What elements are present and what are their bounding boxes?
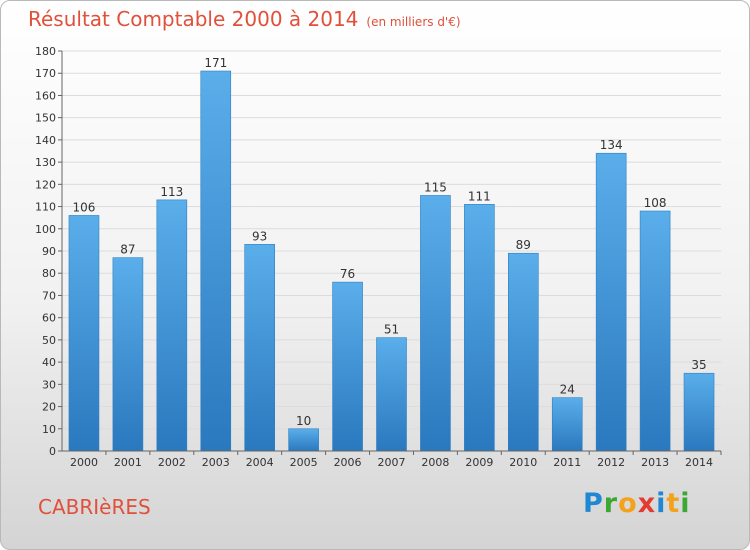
- data-label: 171: [204, 56, 227, 70]
- x-tick-label: 2003: [202, 456, 230, 469]
- y-tick-label: 20: [42, 401, 56, 414]
- x-tick-label: 2008: [421, 456, 449, 469]
- x-tick-label: 2007: [378, 456, 406, 469]
- data-label: 87: [120, 243, 135, 257]
- x-tick-label: 2002: [158, 456, 186, 469]
- commune-name: CABRIèRES: [38, 495, 151, 519]
- bar-2005: [288, 428, 319, 452]
- bar-2012: [595, 152, 627, 452]
- bar-2000: [68, 215, 100, 452]
- y-tick-label: 90: [42, 245, 56, 258]
- data-label: 113: [160, 185, 183, 199]
- logo-letter: P: [583, 488, 604, 519]
- chart-subtitle: (en milliers d'€): [366, 15, 461, 29]
- y-axis: 0 10 20 30 40 50 60 70 80 90 100 110 120 130 140 150 160…: [35, 45, 63, 458]
- proxiti-logo: Proxiti: [583, 488, 691, 519]
- bar-2009: [464, 204, 495, 452]
- logo-letter: x: [637, 488, 657, 519]
- title-text: Résultat Comptable 2000 à 2014: [28, 7, 359, 31]
- bar-2013: [639, 210, 671, 452]
- data-label: 134: [600, 138, 623, 152]
- data-label: 76: [340, 267, 355, 281]
- data-label: 51: [384, 323, 399, 337]
- chart-title: Résultat Comptable 2000 à 2014 (en millie…: [28, 7, 461, 31]
- x-tick-label: 2013: [641, 456, 669, 469]
- bar-2002: [156, 199, 188, 452]
- x-tick-label: 2004: [246, 456, 274, 469]
- x-tick-label: 2001: [114, 456, 142, 469]
- data-label: 106: [73, 200, 96, 214]
- y-tick-label: 160: [35, 89, 56, 102]
- bar-2008: [420, 195, 451, 452]
- data-label: 115: [424, 180, 447, 194]
- y-tick-label: 130: [35, 156, 56, 169]
- logo-letter: i: [656, 488, 667, 519]
- bar-2010: [507, 252, 539, 452]
- x-tick-label: 2011: [553, 456, 581, 469]
- y-tick-label: 40: [42, 356, 56, 369]
- data-label: 35: [691, 358, 706, 372]
- x-tick-label: 2009: [465, 456, 493, 469]
- y-tick-label: 170: [35, 67, 56, 80]
- y-tick-label: 100: [35, 223, 56, 236]
- y-tick-label: 60: [42, 312, 56, 325]
- y-tick-label: 140: [35, 134, 56, 147]
- bar-2006: [332, 281, 363, 452]
- x-axis: 2000 2001 2002 2003 2004 2005 2006 2007 2008 2009…: [62, 450, 722, 469]
- bar-2004: [244, 244, 275, 452]
- y-tick-label: 120: [35, 178, 56, 191]
- data-label: 108: [644, 196, 667, 210]
- y-tick-label: 0: [49, 445, 56, 458]
- bar-2014: [683, 372, 715, 452]
- x-tick-label: 2005: [290, 456, 318, 469]
- bars: 106 87 113 171 93 10 76 51 115 111 89 24 134 108 35: [68, 56, 715, 452]
- y-tick-label: 30: [42, 378, 56, 391]
- y-tick-label: 80: [42, 267, 56, 280]
- x-tick-label: 2006: [334, 456, 362, 469]
- y-tick-label: 110: [35, 201, 56, 214]
- x-tick-label: 2014: [685, 456, 713, 469]
- y-tick-label: 50: [42, 334, 56, 347]
- y-tick-label: 180: [35, 45, 56, 58]
- x-tick-label: 2000: [70, 456, 98, 469]
- bar-2003: [200, 70, 232, 452]
- bar-2007: [376, 337, 407, 452]
- x-tick-label: 2010: [509, 456, 537, 469]
- data-label: 93: [252, 229, 267, 243]
- data-label: 24: [560, 383, 575, 397]
- x-tick-label: 2012: [597, 456, 625, 469]
- data-label: 10: [296, 414, 311, 428]
- logo-letter: o: [618, 488, 638, 519]
- data-label: 111: [468, 189, 491, 203]
- logo-letter: t: [666, 488, 681, 519]
- bar-2001: [112, 257, 144, 452]
- bar-2011: [551, 397, 583, 452]
- y-tick-label: 150: [35, 112, 56, 125]
- data-label: 89: [516, 238, 531, 252]
- y-tick-label: 70: [42, 289, 56, 302]
- logo-letter: i: [680, 488, 691, 519]
- logo-letter: r: [603, 488, 619, 519]
- y-tick-label: 10: [42, 423, 56, 436]
